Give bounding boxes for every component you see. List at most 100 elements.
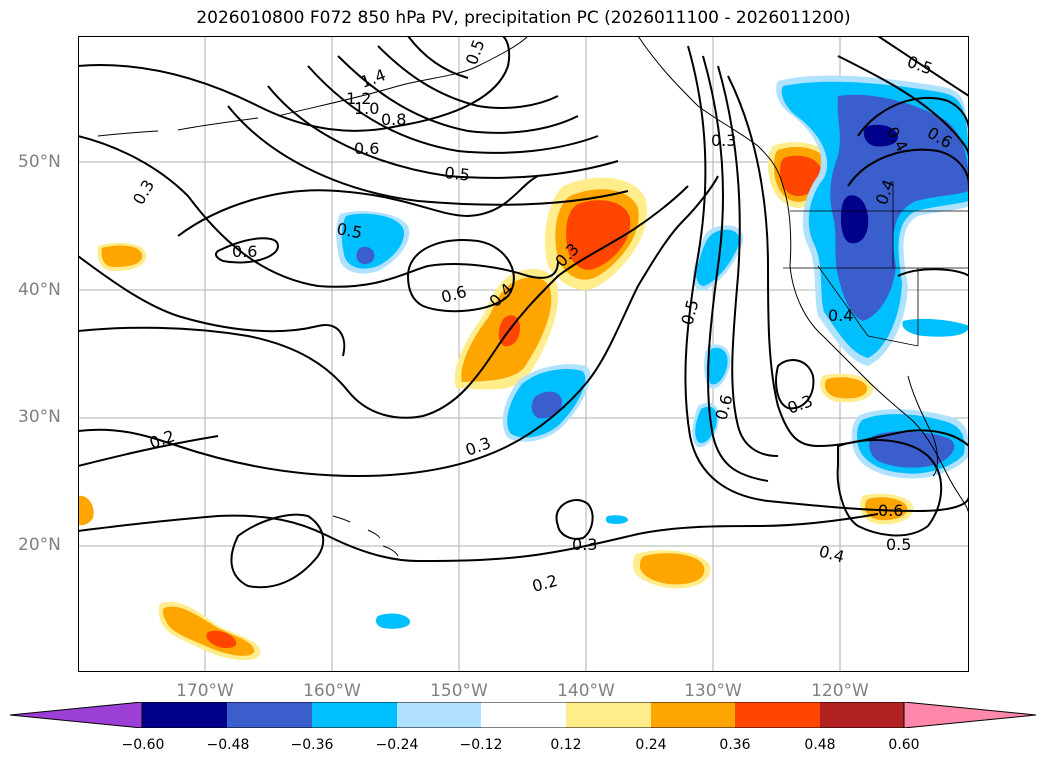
pv-contour xyxy=(78,36,511,132)
colorbar-tick: 0.60 xyxy=(888,737,920,753)
pv-contour xyxy=(214,237,280,264)
contour-label: 0.6 xyxy=(439,282,469,307)
pv-contour xyxy=(877,36,969,97)
contour-label: 0.4 xyxy=(828,306,853,325)
contour-label: 1.0 xyxy=(354,99,379,118)
precip-blob-warm xyxy=(566,200,631,270)
lon-label-120w: 120°W xyxy=(811,681,869,701)
colorbar-swatch xyxy=(735,702,820,728)
lon-label-150w: 150°W xyxy=(430,681,488,701)
lon-label-160w: 160°W xyxy=(303,681,361,701)
colorbar-swatch xyxy=(142,702,227,728)
colorbar-over-arrow xyxy=(903,702,1036,728)
pv-contour xyxy=(555,499,594,540)
colorbar-swatch xyxy=(566,702,651,728)
pv-contour xyxy=(775,359,815,410)
precip-blob-cool xyxy=(695,406,717,444)
state-borders xyxy=(783,181,969,347)
precip-blob-warm xyxy=(78,495,94,526)
colorbar-tick: −0.24 xyxy=(375,737,419,753)
pv-contour xyxy=(406,239,515,313)
pv-contour xyxy=(78,185,689,419)
coastline-alaska xyxy=(277,36,529,117)
coastline-alaska-panhandle xyxy=(637,36,784,187)
pv-contour xyxy=(307,65,599,154)
contour-label: 1.4 xyxy=(358,65,388,92)
pv-contour xyxy=(847,148,969,187)
colorbar-frame xyxy=(141,702,905,728)
colorbar-tick: 0.24 xyxy=(635,737,667,753)
pv-contour xyxy=(78,255,346,357)
lat-label-30n: 30°N xyxy=(18,407,61,427)
pv-contour xyxy=(727,75,969,448)
contour-label: 0.5 xyxy=(444,163,471,185)
precip-positive-anomalies xyxy=(78,142,914,661)
lat-label-50n: 50°N xyxy=(18,152,61,172)
contour-label: 0.4 xyxy=(817,542,847,567)
contour-label: 0.3 xyxy=(572,535,597,554)
precip-blob-warm xyxy=(101,245,143,267)
colorbar-swatch xyxy=(820,702,904,728)
lon-label-130w: 130°W xyxy=(684,681,742,701)
contour-label: 0.6 xyxy=(232,242,257,261)
pv-contour xyxy=(857,96,969,137)
pv-contours xyxy=(78,36,969,589)
contour-label: 0.3 xyxy=(129,176,158,208)
contour-label: 0.2 xyxy=(147,426,177,453)
lat-label-20n: 20°N xyxy=(18,535,61,555)
contour-label: 0.5 xyxy=(886,535,911,554)
coastline-hawaii xyxy=(332,515,399,557)
contour-label: 0.5 xyxy=(678,298,703,328)
pv-contour xyxy=(684,45,969,513)
precip-blob-cool xyxy=(375,613,411,629)
colorbar-swatch xyxy=(312,702,397,728)
colorbar-swatch xyxy=(397,702,481,728)
pv-contour xyxy=(230,513,325,589)
precip-blob-cool xyxy=(706,347,728,385)
precip-blob-warm xyxy=(825,377,868,399)
map-plot-area: 1.4 1.2 1.0 0.8 0.6 0.5 0.3 0.5 0.6 0.6 … xyxy=(78,36,969,672)
contour-label: 0.6 xyxy=(878,501,903,520)
colorbar-tick: −0.60 xyxy=(121,737,165,753)
contour-label: 0.3 xyxy=(711,131,736,150)
precip-negative-anomalies xyxy=(336,75,969,629)
pv-contour xyxy=(377,45,559,109)
contour-label: 0.8 xyxy=(381,110,406,129)
colorbar-swatch xyxy=(481,702,566,728)
precip-blob-cool xyxy=(696,229,740,286)
pv-contour xyxy=(78,175,719,478)
pv-contour xyxy=(267,85,619,179)
pv-contour xyxy=(717,65,779,457)
colorbar-tick: 0.12 xyxy=(550,737,582,753)
pv-contour xyxy=(407,36,469,79)
colorbar-tick: 0.48 xyxy=(804,737,836,753)
precip-blob-cool xyxy=(531,391,563,419)
precip-blob-cool xyxy=(902,318,969,337)
coastline-aleutians xyxy=(97,117,259,137)
colorbar-tick: 0.36 xyxy=(719,737,751,753)
precip-blob-cool xyxy=(840,195,869,244)
pv-contour xyxy=(836,439,943,537)
pv-contour xyxy=(897,268,969,277)
contour-label: 0.3 xyxy=(463,433,493,460)
contour-label: 0.5 xyxy=(905,52,935,79)
pv-contour xyxy=(227,105,629,206)
pv-contour xyxy=(702,55,769,482)
precip-blob-cool xyxy=(863,124,899,147)
lat-label-40n: 40°N xyxy=(18,280,61,300)
colorbar-under-arrow xyxy=(10,702,143,728)
contour-label: 0.2 xyxy=(530,571,560,596)
precip-blob-cool xyxy=(356,246,375,265)
contour-label: 1.2 xyxy=(346,89,371,108)
lon-label-140w: 140°W xyxy=(557,681,615,701)
precip-blob-warm xyxy=(780,155,823,196)
coastline-north-america-west xyxy=(782,185,969,517)
colorbar-tick: −0.48 xyxy=(206,737,250,753)
colorbar-swatch xyxy=(651,702,735,728)
contour-label: 0.6 xyxy=(354,139,379,158)
precip-blob-warm xyxy=(206,630,237,649)
colorbar-swatch xyxy=(227,702,312,728)
colorbar xyxy=(10,702,1036,728)
pv-contour xyxy=(78,513,879,563)
contour-label: 0.5 xyxy=(335,219,363,242)
